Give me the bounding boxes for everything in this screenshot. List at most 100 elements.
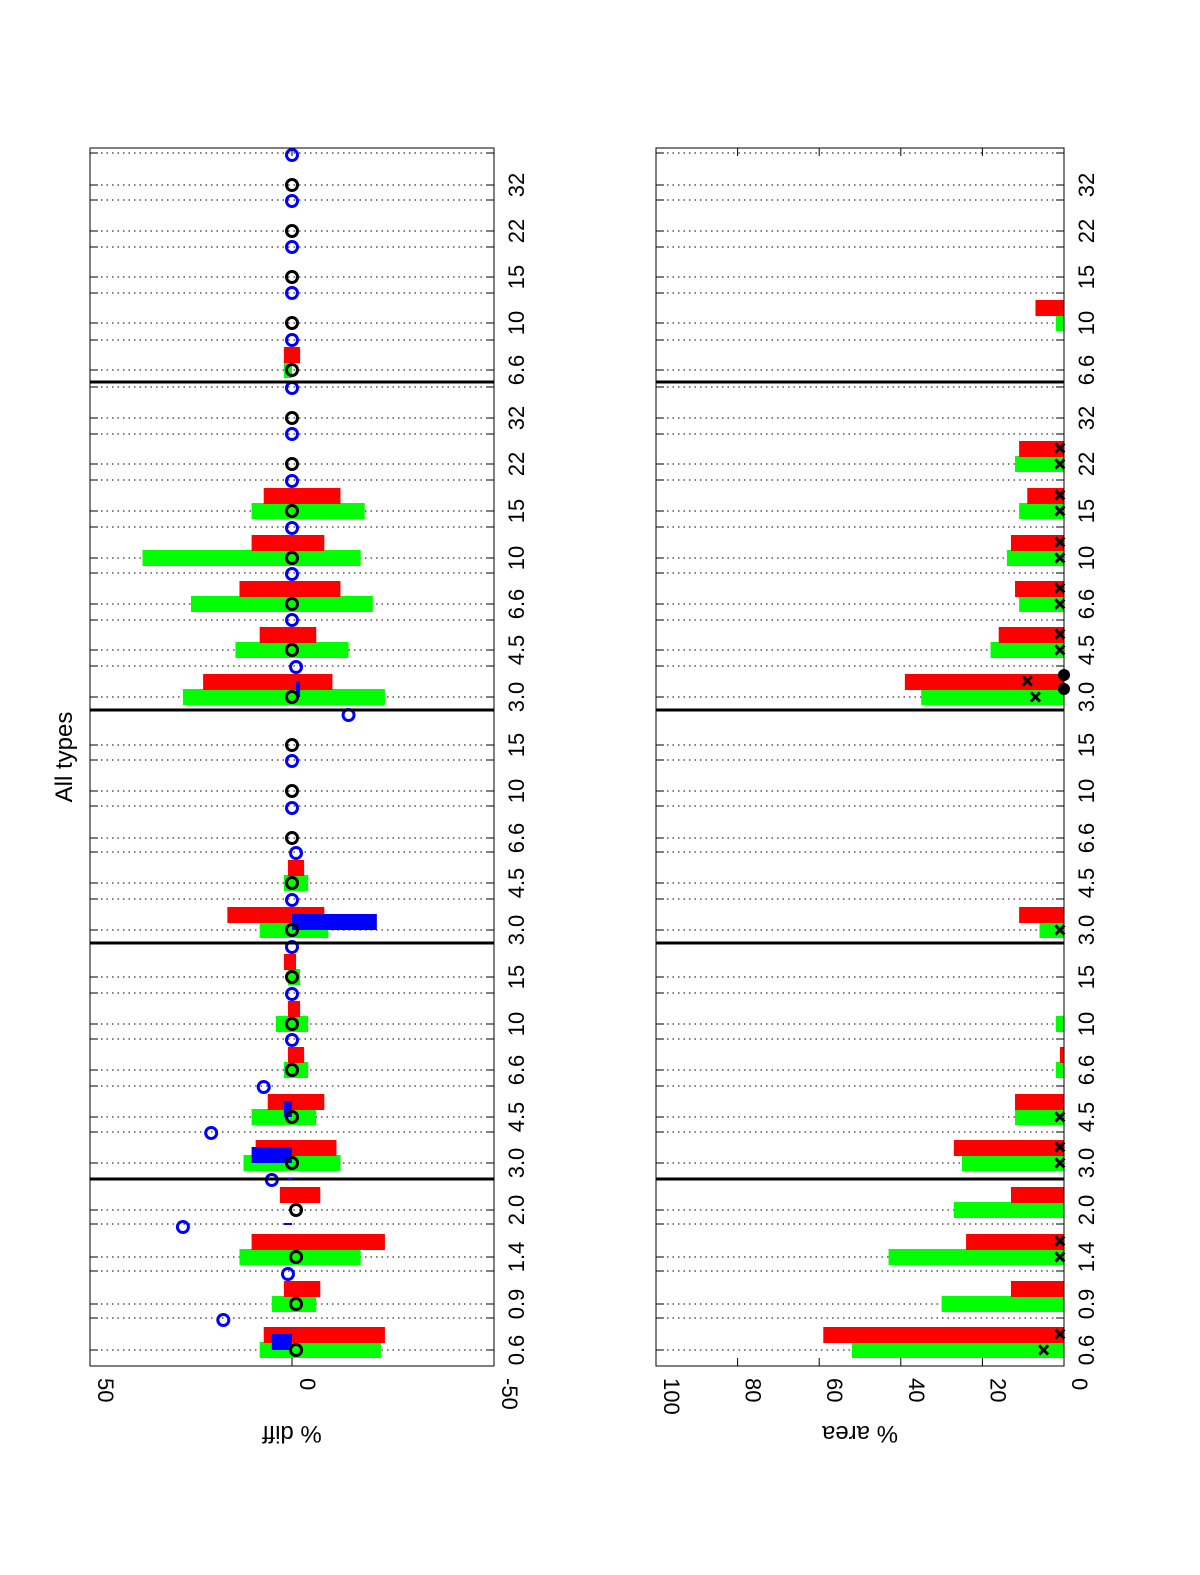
diff-circle-marker: [289, 1250, 304, 1264]
diff-category-label: 32: [504, 173, 529, 197]
area-bar: [888, 1249, 1064, 1265]
area-bar: [851, 1342, 1064, 1358]
diff-circle-marker: [285, 801, 299, 815]
diff-circle-marker: [285, 363, 299, 377]
area-bar: [1010, 1281, 1064, 1297]
diff-category-label: 4.5: [504, 868, 529, 899]
area-x-marker: [1054, 1328, 1066, 1340]
diff-circle-marker: [204, 1126, 219, 1140]
diff-circle-marker: [285, 240, 299, 254]
diff-bar: [251, 535, 325, 551]
area-bar: [966, 1234, 1064, 1250]
area-x-marker: [1029, 691, 1042, 703]
diff-circle-marker: [285, 831, 299, 845]
area-x-marker: [1054, 505, 1066, 517]
area-bar: [1019, 596, 1064, 612]
area-bar: [1015, 1094, 1064, 1110]
area-category-label: 4.5: [1074, 635, 1099, 666]
area-x-marker: [1054, 1141, 1066, 1153]
diff-circle-marker: [285, 521, 299, 535]
diff-circle-marker: [285, 148, 299, 162]
area-x-marker: [1054, 644, 1066, 656]
area-bar: [1010, 1187, 1064, 1203]
area-category-label: 3.0: [1074, 682, 1099, 713]
diff-category-label: 15: [504, 965, 529, 989]
area-category-label: 15: [1074, 733, 1099, 757]
area-category-label: 10: [1074, 1012, 1099, 1036]
diff-bar: [239, 581, 341, 597]
area-x-marker: [1054, 1235, 1066, 1247]
diff-circle-marker: [285, 474, 299, 488]
diff-bar: [203, 674, 333, 690]
area-bar: [1006, 550, 1064, 566]
diff-value-tick-label: -50: [497, 1378, 522, 1410]
area-category-label: 3.0: [1074, 1148, 1099, 1179]
diff-frame: [89, 147, 495, 1367]
diff-circle-marker: [285, 1017, 299, 1031]
area-category-label: 32: [1074, 406, 1099, 430]
area-bar: [1015, 581, 1064, 597]
diff-bar: [251, 1147, 292, 1163]
area-bar: [1010, 535, 1064, 551]
area-bar: [904, 674, 1064, 690]
diff-category-label: 4.5: [504, 635, 529, 666]
diff-bar: [259, 627, 317, 643]
area-panel: 100 80 60 40 20 0 0.6 0.9 1.4 2.0 3.0 4.5 6.6 10 15 3.0…: [655, 147, 1099, 1415]
diff-circle-marker: [285, 504, 299, 518]
area-category-label: 0.6: [1074, 1335, 1099, 1366]
diff-category-label: 10: [504, 1012, 529, 1036]
diff-circle-marker: [285, 286, 299, 300]
diff-circle-marker: [285, 270, 299, 284]
diff-circle-marker: [285, 427, 299, 441]
y-axis-label-area: % area: [821, 1420, 898, 1447]
area-x-marker: [1054, 1251, 1066, 1263]
diff-bar: [251, 503, 365, 519]
area-x-marker: [1054, 458, 1066, 470]
area-x-marker: [1054, 598, 1066, 610]
diff-category-label: 2.0: [504, 1195, 529, 1226]
diff-circle-marker: [285, 457, 299, 471]
diff-circle-marker: [285, 178, 299, 192]
diff-bar: [271, 1296, 317, 1312]
diff-bar: [283, 347, 301, 363]
area-category-label: 15: [1074, 265, 1099, 289]
area-bar: [941, 1296, 1064, 1312]
diff-category-label: 22: [504, 452, 529, 476]
diff-bar: [275, 1016, 309, 1032]
diff-circle-marker: [285, 567, 299, 581]
diff-bar: [292, 914, 377, 930]
area-value-tick-label: 20: [985, 1378, 1010, 1402]
area-category-label: 10: [1074, 779, 1099, 803]
diff-category-label: 10: [504, 546, 529, 570]
area-x-marker: [1054, 1111, 1066, 1123]
area-x-marker: [1054, 536, 1066, 548]
diff-category-label: 6.6: [504, 1055, 529, 1086]
area-bar: [998, 627, 1064, 643]
area-bar: [1055, 315, 1064, 331]
area-bar: [921, 689, 1064, 705]
diff-value-tick-label: 0: [295, 1378, 320, 1390]
area-x-marker: [1054, 582, 1066, 594]
area-bar: [1055, 1016, 1064, 1032]
area-category-label: 6.6: [1074, 1055, 1099, 1086]
area-category-label: 6.6: [1074, 823, 1099, 854]
diff-category-label: 15: [504, 265, 529, 289]
diff-bar: [283, 1281, 321, 1297]
diff-circle-marker: [285, 876, 299, 890]
area-bar: [1019, 441, 1064, 457]
diff-circle-marker: [285, 613, 299, 627]
diff-category-label: 6.6: [504, 823, 529, 854]
diff-circle-marker: [285, 784, 299, 798]
area-category-label: 22: [1074, 219, 1099, 243]
area-bar: [1019, 907, 1064, 923]
diff-bar: [235, 642, 349, 658]
diff-circle-marker: [285, 381, 299, 395]
diff-category-label: 32: [504, 406, 529, 430]
diff-category-label: 22: [504, 219, 529, 243]
diff-circle-marker: [289, 1297, 304, 1311]
diff-circle-marker: [285, 551, 299, 565]
area-category-label: 1.4: [1074, 1242, 1099, 1273]
diff-bar: [287, 860, 305, 876]
diff-category-label: 10: [504, 311, 529, 335]
